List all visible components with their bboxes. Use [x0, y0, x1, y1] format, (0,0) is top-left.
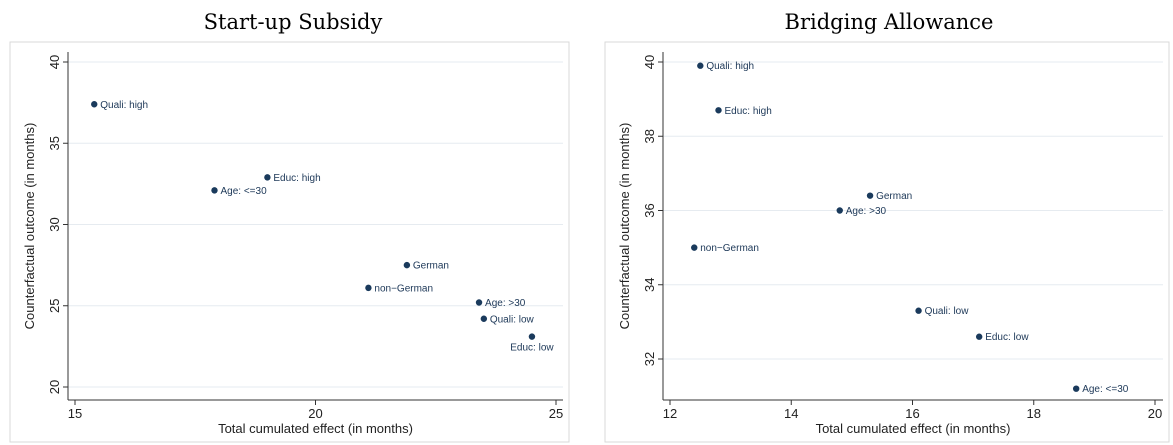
y-tick-label: 34	[642, 278, 657, 292]
data-point	[866, 192, 874, 199]
y-axis-title: Counterfactual outcome (in months)	[617, 123, 632, 330]
y-tick-label: 30	[47, 217, 62, 231]
data-point-label: Age: <=30	[220, 186, 267, 197]
data-point-label: Age: <=30	[1082, 384, 1129, 395]
data-point-label: Educ: low	[510, 343, 554, 354]
x-tick-label: 18	[1027, 406, 1041, 421]
data-point-label: non−German	[374, 283, 433, 294]
x-tick-label: 20	[1148, 406, 1162, 421]
data-point	[975, 333, 983, 340]
data-point-label: Quali: high	[706, 61, 754, 72]
data-point	[475, 299, 483, 306]
data-point	[480, 315, 488, 322]
data-point-label: Educ: high	[725, 106, 772, 117]
data-point-label: Quali: low	[925, 306, 970, 317]
y-axis-title: Counterfactual outcome (in months)	[22, 123, 37, 330]
x-tick-label: 25	[549, 406, 563, 421]
data-point-label: Quali: high	[100, 100, 148, 111]
chart-frame	[604, 41, 1170, 443]
data-point-label: Age: >30	[485, 298, 526, 309]
x-tick-label: 15	[68, 406, 82, 421]
data-point-label: Educ: high	[273, 173, 320, 184]
data-point	[836, 207, 843, 214]
data-point-label: German	[413, 261, 449, 272]
data-point	[691, 244, 698, 251]
x-axis-title: Total cumulated effect (in months)	[218, 421, 413, 436]
data-point	[264, 174, 271, 181]
y-tick-label: 36	[642, 203, 657, 217]
data-point-label: non−German	[700, 243, 759, 254]
data-point-label: Educ: low	[985, 332, 1029, 343]
y-tick-label: 38	[642, 129, 657, 143]
data-point	[715, 107, 722, 114]
chart-title-startup-subsidy: Start-up Subsidy	[203, 10, 383, 34]
y-tick-label: 32	[642, 352, 657, 366]
chart-frame	[9, 41, 570, 443]
data-point	[697, 62, 704, 69]
y-tick-label: 20	[47, 380, 62, 394]
data-point	[365, 284, 372, 292]
chart-title-bridging-allowance: Bridging Allowance	[784, 10, 994, 34]
data-point-label: Quali: low	[490, 314, 535, 325]
y-tick-label: 40	[642, 55, 657, 69]
data-point	[915, 307, 922, 314]
data-point	[1072, 385, 1080, 392]
data-point	[403, 261, 411, 269]
x-tick-label: 14	[784, 406, 798, 421]
data-point-label: Age: >30	[846, 206, 887, 217]
x-axis-title: Total cumulated effect (in months)	[816, 421, 1011, 436]
data-point-label: German	[876, 191, 912, 202]
y-tick-label: 40	[47, 55, 62, 69]
x-tick-label: 16	[905, 406, 919, 421]
x-tick-label: 12	[663, 406, 677, 421]
data-point	[211, 187, 218, 194]
y-tick-label: 35	[47, 136, 62, 150]
data-point	[528, 333, 536, 340]
data-point	[91, 101, 98, 108]
y-tick-label: 25	[47, 299, 62, 313]
x-tick-label: 20	[308, 406, 322, 421]
